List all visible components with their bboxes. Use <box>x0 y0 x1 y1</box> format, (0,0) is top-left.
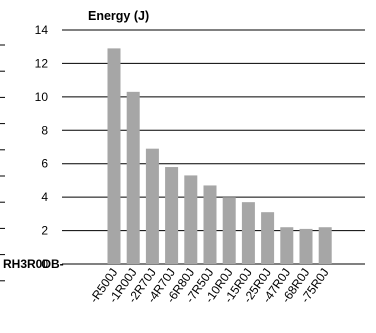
y-tick-label: 4 <box>41 190 48 204</box>
bar <box>299 228 313 264</box>
y-tick-label: 0 <box>41 257 48 271</box>
bar <box>241 202 255 264</box>
bar <box>261 212 275 264</box>
y-tick-label: 6 <box>41 157 48 171</box>
category-prefix-label: RH3R0DB- <box>3 257 64 271</box>
bar <box>318 227 332 264</box>
y-tick-label: 2 <box>41 224 48 238</box>
y-tick-label: 8 <box>41 123 48 137</box>
chart-title: Energy (J) <box>88 9 149 23</box>
bar <box>203 185 217 264</box>
x-axis-tick-labels: -R500J-1R00J-2R70J-4R70J-6R80J-7R50J-10R… <box>87 266 332 306</box>
bar <box>107 48 121 265</box>
bar <box>145 148 159 264</box>
y-tick-label: 10 <box>35 90 49 104</box>
bar <box>184 175 198 264</box>
left-edge-marks <box>0 44 5 282</box>
y-axis-tick-labels: 0 2 4 6 8 10 12 14 <box>35 23 49 271</box>
bar <box>165 167 179 264</box>
bar <box>126 91 140 264</box>
bar <box>222 197 236 264</box>
bars <box>107 48 332 265</box>
bar <box>280 227 294 264</box>
y-tick-label: 14 <box>35 23 49 37</box>
y-tick-label: 12 <box>35 56 49 70</box>
